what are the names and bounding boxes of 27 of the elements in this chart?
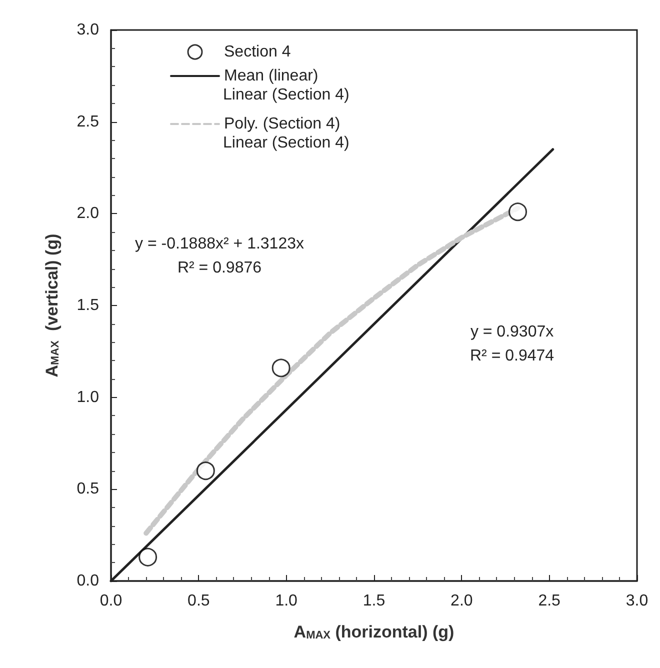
annotation: y = 0.9307x R² = 0.9474	[470, 324, 554, 364]
annotation: Linear (Section 4)	[223, 86, 350, 104]
legend-label: Poly. (Section 4)	[224, 116, 340, 132]
point	[272, 358, 290, 378]
x-tick-label: 0.0	[100, 592, 122, 610]
y-tick-label: 3.0	[76, 22, 100, 38]
point	[508, 202, 528, 222]
annotation: Linear (Section 4)	[223, 134, 350, 152]
annotation: y = -0.1888x² + 1.3123x R² = 0.9876	[135, 236, 304, 276]
y-tick-label: 1.0	[76, 388, 100, 406]
x-tick-label: 1.5	[362, 592, 386, 610]
y-axis-title: AMAX (vertical) (g)	[42, 234, 62, 378]
legend-label: Mean (linear)	[224, 68, 318, 84]
x-tick-label: 2.0	[450, 592, 473, 610]
y-tick-label: 1.5	[76, 297, 100, 314]
x-axis-title: AMAX (horizontal) (g)	[294, 622, 454, 642]
y-tick-label: 0.5	[76, 480, 100, 498]
x-tick-label: 0.5	[188, 592, 210, 610]
x-tick-label: 1.0	[275, 592, 298, 610]
y-tick-label: 2.5	[76, 113, 100, 130]
legend-label: Section 4	[224, 44, 291, 60]
x-tick-label: 2.5	[538, 592, 561, 610]
x-tick-label: 3.0	[626, 592, 648, 610]
y-tick-label: 0.0	[76, 572, 100, 590]
point	[138, 548, 158, 566]
point	[196, 462, 215, 480]
y-tick-label: 2.0	[76, 205, 100, 222]
